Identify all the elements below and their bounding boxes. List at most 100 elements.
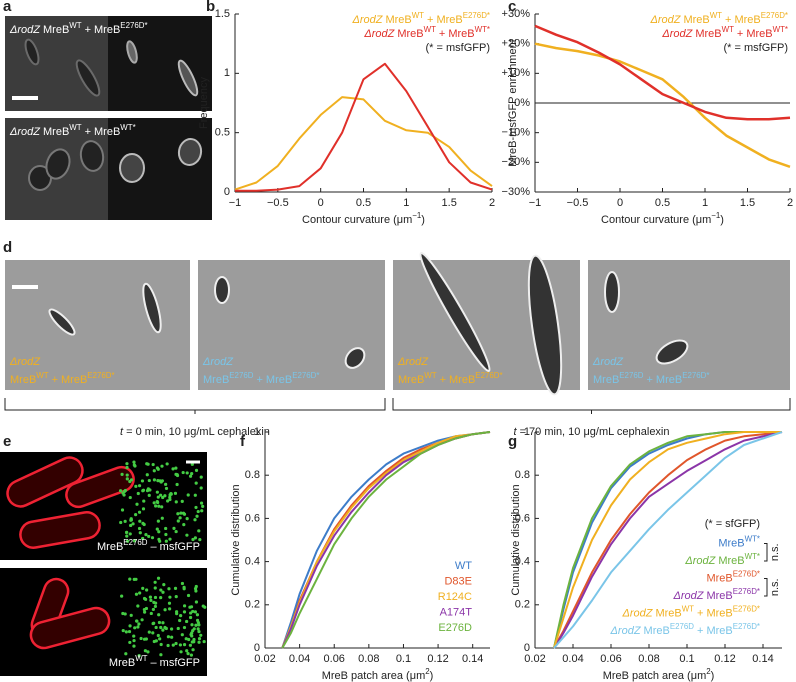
bracket: [4, 398, 386, 414]
fluor-spot: [132, 463, 136, 467]
y-tick-label: 1: [254, 426, 260, 438]
text-segment: +: [439, 28, 445, 40]
fluor-spot: [193, 610, 197, 614]
cell: [75, 59, 101, 97]
text-segment: WT: [682, 605, 694, 614]
fluor-spot: [180, 581, 185, 586]
rich-text: t = 0 min, 10 μg/mL cephalexin: [120, 426, 270, 438]
cell: [29, 606, 111, 650]
y-tick-label: +20%: [502, 38, 531, 50]
x-tick-label: 2: [489, 197, 495, 209]
fluor-spot: [155, 527, 159, 531]
text-segment: t: [514, 426, 518, 438]
rich-text: MreBWT + MreBE276D*: [398, 371, 503, 386]
y-axis-label: Cumulative distribution: [510, 484, 522, 595]
rich-text: ΔrodZ: [592, 356, 624, 368]
x-tick-label: 0.02: [524, 653, 545, 665]
fluor-spot: [166, 635, 171, 639]
x-tick-label: 0.02: [254, 653, 275, 665]
text-segment: +: [737, 28, 743, 40]
fluor-spot: [138, 531, 142, 535]
y-tick-label: 0: [224, 186, 230, 198]
fluor-spot: [186, 493, 190, 497]
fluor-spot: [156, 495, 160, 499]
x-tick-label: −0.5: [567, 197, 589, 209]
text-segment: MreB: [436, 14, 462, 26]
rich-text: ΔrodZ: [202, 356, 234, 368]
x-tick-label: 0: [318, 197, 324, 209]
fluor-spot: [121, 491, 125, 495]
text-segment: ): [711, 670, 715, 682]
x-tick-label: 0.12: [714, 653, 735, 665]
fluor-spot: [161, 628, 165, 632]
y-tick-label: 0.5: [215, 127, 230, 139]
text-segment: ΔrodZ: [351, 14, 383, 26]
panel-label: e: [3, 433, 11, 450]
fluor-spot: [168, 537, 172, 541]
fluor-spot: [198, 537, 202, 542]
fluor-spot: [197, 637, 202, 641]
text-segment: MreB: [385, 14, 411, 26]
fluor-spot: [188, 615, 193, 620]
x-tick-label: 0.5: [655, 197, 670, 209]
panel-label: d: [3, 239, 12, 256]
series-line: [553, 431, 783, 649]
fluor-spot: [163, 608, 167, 612]
text-segment: +: [725, 14, 731, 26]
fluor-spot: [182, 643, 187, 647]
fluor-spot: [179, 650, 183, 654]
fluor-spot: [165, 462, 169, 466]
x-tick-label: 0.04: [289, 653, 310, 665]
fluor-spot: [164, 482, 168, 486]
y-axis-label: Frequency: [198, 77, 210, 129]
cell: [65, 465, 135, 509]
text-segment: MreB: [683, 14, 709, 26]
fluor-spot: [199, 486, 203, 490]
x-tick-label: −1: [529, 197, 542, 209]
fluor-spot: [194, 600, 199, 604]
micrographs: [0, 16, 791, 676]
text-segment: E276D*: [475, 371, 502, 380]
fluor-spot: [170, 627, 174, 631]
fluor-spot: [152, 469, 156, 473]
text-segment: WT*: [773, 25, 788, 34]
y-tick-label: −10%: [502, 127, 531, 139]
fluor-spot: [134, 513, 138, 517]
series-line: [235, 62, 493, 192]
fluor-spot: [123, 612, 127, 616]
text-segment: MreB: [61, 374, 87, 386]
fluor-spot: [181, 511, 186, 515]
rich-text: MreB patch area (μm2): [322, 667, 434, 682]
fluor-spot: [182, 625, 187, 630]
legend-entry: A174T: [440, 606, 473, 618]
fluor-spot: [164, 539, 168, 543]
y-tick-label: +30%: [502, 8, 531, 20]
cell: [45, 148, 71, 180]
text-segment: MreB: [718, 537, 744, 549]
text-segment: MreB: [734, 14, 760, 26]
fluor-spot: [160, 516, 164, 520]
text-segment: – msfGFP: [150, 657, 200, 669]
text-segment: E276D*: [87, 371, 114, 380]
fluor-spot: [131, 522, 135, 526]
text-segment: ): [430, 670, 434, 682]
text-segment: MreB patch area (μm: [322, 670, 426, 682]
fluor-spot: [203, 605, 207, 609]
text-segment: ΔrodZ: [649, 14, 681, 26]
fluor-spot: [155, 466, 160, 470]
x-tick-label: 0: [617, 197, 623, 209]
x-tick-label: 1.5: [740, 197, 755, 209]
fluor-spot: [128, 640, 132, 645]
rich-text: ΔrodZ MreBWT + MreBWT*: [9, 123, 136, 138]
text-segment: E276D: [229, 371, 253, 380]
fluor-spot: [174, 500, 178, 504]
fluor-spot: [135, 619, 139, 623]
fluor-spot: [189, 611, 193, 615]
fluor-spot: [147, 534, 151, 539]
fluor-spot: [179, 614, 183, 618]
x-tick-label: 0.1: [396, 653, 411, 665]
text-segment: MreB: [655, 607, 681, 619]
text-segment: E276D: [619, 371, 643, 380]
x-tick-label: 1: [702, 197, 708, 209]
fluor-spot: [158, 539, 162, 543]
